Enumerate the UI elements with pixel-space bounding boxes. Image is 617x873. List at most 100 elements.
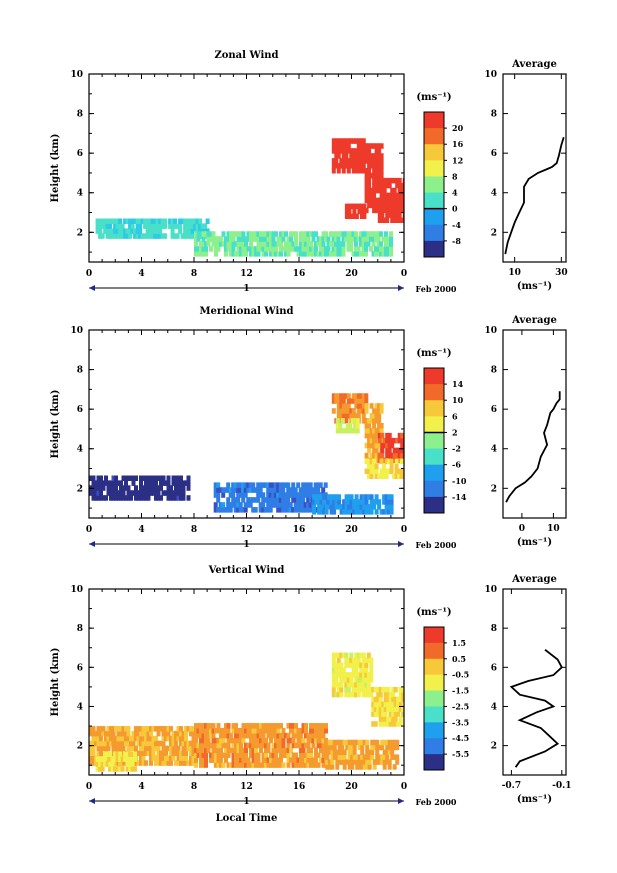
colorbar-tick-label: 8: [452, 171, 458, 181]
heatmap-cell: [244, 251, 248, 257]
heatmap-cell: [201, 251, 206, 257]
heatmap-cell: [392, 744, 397, 751]
heatmap-cell: [316, 742, 321, 749]
heatmap-cell: [278, 492, 283, 498]
average-y-tick-label: 10: [484, 326, 497, 336]
heatmap-cell: [314, 231, 318, 237]
heatmap-cell: [330, 754, 335, 760]
day-axis-left-arrow: [89, 541, 95, 547]
heatmap-cell: [359, 686, 364, 693]
heatmap-cell: [278, 487, 283, 493]
heatmap-cell: [367, 458, 372, 465]
heatmap-cell: [239, 728, 243, 734]
heatmap-cell: [375, 749, 380, 755]
heatmap-cell: [344, 504, 349, 510]
heatmap-cell: [176, 480, 181, 486]
heatmap-cell: [251, 737, 256, 744]
heatmap-cell: [369, 452, 374, 459]
heatmap-cell: [229, 762, 233, 768]
heatmap-cell: [314, 737, 318, 744]
heatmap-cell: [201, 757, 206, 763]
heatmap-cell: [392, 754, 397, 760]
heatmap-cell: [115, 756, 120, 762]
heatmap-cell: [204, 762, 208, 768]
heatmap-cell: [319, 499, 324, 505]
heatmap-cell: [201, 747, 206, 754]
heatmap-cell: [324, 494, 329, 500]
heatmap-cell: [266, 482, 271, 488]
heatmap-cell: [377, 423, 382, 429]
heatmap-cell: [346, 691, 351, 698]
heatmap-cell: [367, 468, 372, 474]
heatmap-cell: [249, 737, 253, 744]
heatmap-cell: [111, 480, 116, 486]
heatmap-cell: [308, 482, 313, 488]
heatmap-cell: [339, 667, 344, 673]
y-tick-label: 4: [77, 445, 83, 455]
heatmap-cell: [304, 757, 308, 763]
heatmap-cell: [185, 218, 190, 224]
heatmap-cell: [261, 732, 266, 739]
heatmap-cell: [388, 701, 393, 708]
heatmap-cell: [221, 241, 226, 247]
heatmap-cell: [349, 148, 354, 154]
heatmap-cell: [377, 442, 382, 449]
heatmap-cell: [294, 246, 298, 252]
heatmap-cell: [161, 740, 166, 747]
heatmap-cell: [351, 413, 356, 419]
heatmap-cell: [326, 246, 331, 252]
heatmap-cell: [121, 745, 126, 752]
heatmap-cell: [324, 728, 328, 734]
heatmap-cell: [372, 158, 377, 164]
colorbar-segment: [424, 368, 444, 385]
heatmap-cell: [276, 728, 281, 734]
heatmap-cell: [382, 468, 387, 474]
heatmap-cell: [306, 236, 311, 242]
heatmap-cell: [96, 485, 101, 491]
heatmap-cell: [249, 251, 253, 257]
heatmap-cell: [359, 213, 364, 219]
heatmap-cell: [191, 760, 196, 766]
heatmap-cell: [356, 158, 361, 164]
heatmap-cell: [360, 749, 365, 755]
heatmap-cell: [398, 696, 403, 703]
heatmap-cell: [236, 507, 241, 513]
heatmap-cell: [159, 760, 163, 766]
heatmap-cell: [199, 723, 203, 729]
heatmap-cell: [264, 236, 268, 242]
heatmap-cell: [243, 502, 248, 508]
heatmap-cell: [394, 468, 399, 474]
heatmap-cell: [332, 499, 337, 505]
heatmap-cell: [219, 752, 223, 758]
heatmap-cell: [175, 233, 180, 239]
heatmap-cell: [383, 711, 388, 717]
heatmap-cell: [124, 480, 128, 486]
heatmap-cell: [325, 764, 330, 770]
heatmap-cell: [261, 241, 266, 247]
heatmap-cell: [369, 403, 374, 409]
heatmap-cell: [330, 744, 335, 751]
heatmap-cell: [349, 413, 354, 419]
heatmap-cell: [393, 706, 398, 712]
heatmap-cell: [372, 432, 377, 439]
heatmap-cell: [377, 499, 382, 505]
heatmap-cell: [371, 251, 376, 257]
heatmap-cell: [321, 747, 326, 754]
colorbar-segment: [424, 416, 444, 433]
heatmap-cell: [357, 208, 362, 215]
heatmap-cell: [146, 490, 151, 496]
heatmap-cell: [249, 762, 253, 768]
heatmap-cell: [379, 473, 384, 479]
heatmap-cell: [139, 495, 143, 501]
y-tick-label: 2: [77, 742, 83, 752]
colorbar-tick-label: -6: [452, 460, 461, 470]
heatmap-cell: [273, 487, 278, 493]
heatmap-cell: [321, 762, 326, 768]
heatmap-cell: [264, 231, 268, 237]
heatmap-cell: [286, 742, 291, 749]
heatmap-cell: [114, 490, 118, 496]
heatmap-cell: [121, 726, 126, 732]
heatmap-cell: [268, 497, 273, 503]
heatmap-cell: [91, 750, 96, 756]
heatmap-cell: [299, 728, 303, 734]
